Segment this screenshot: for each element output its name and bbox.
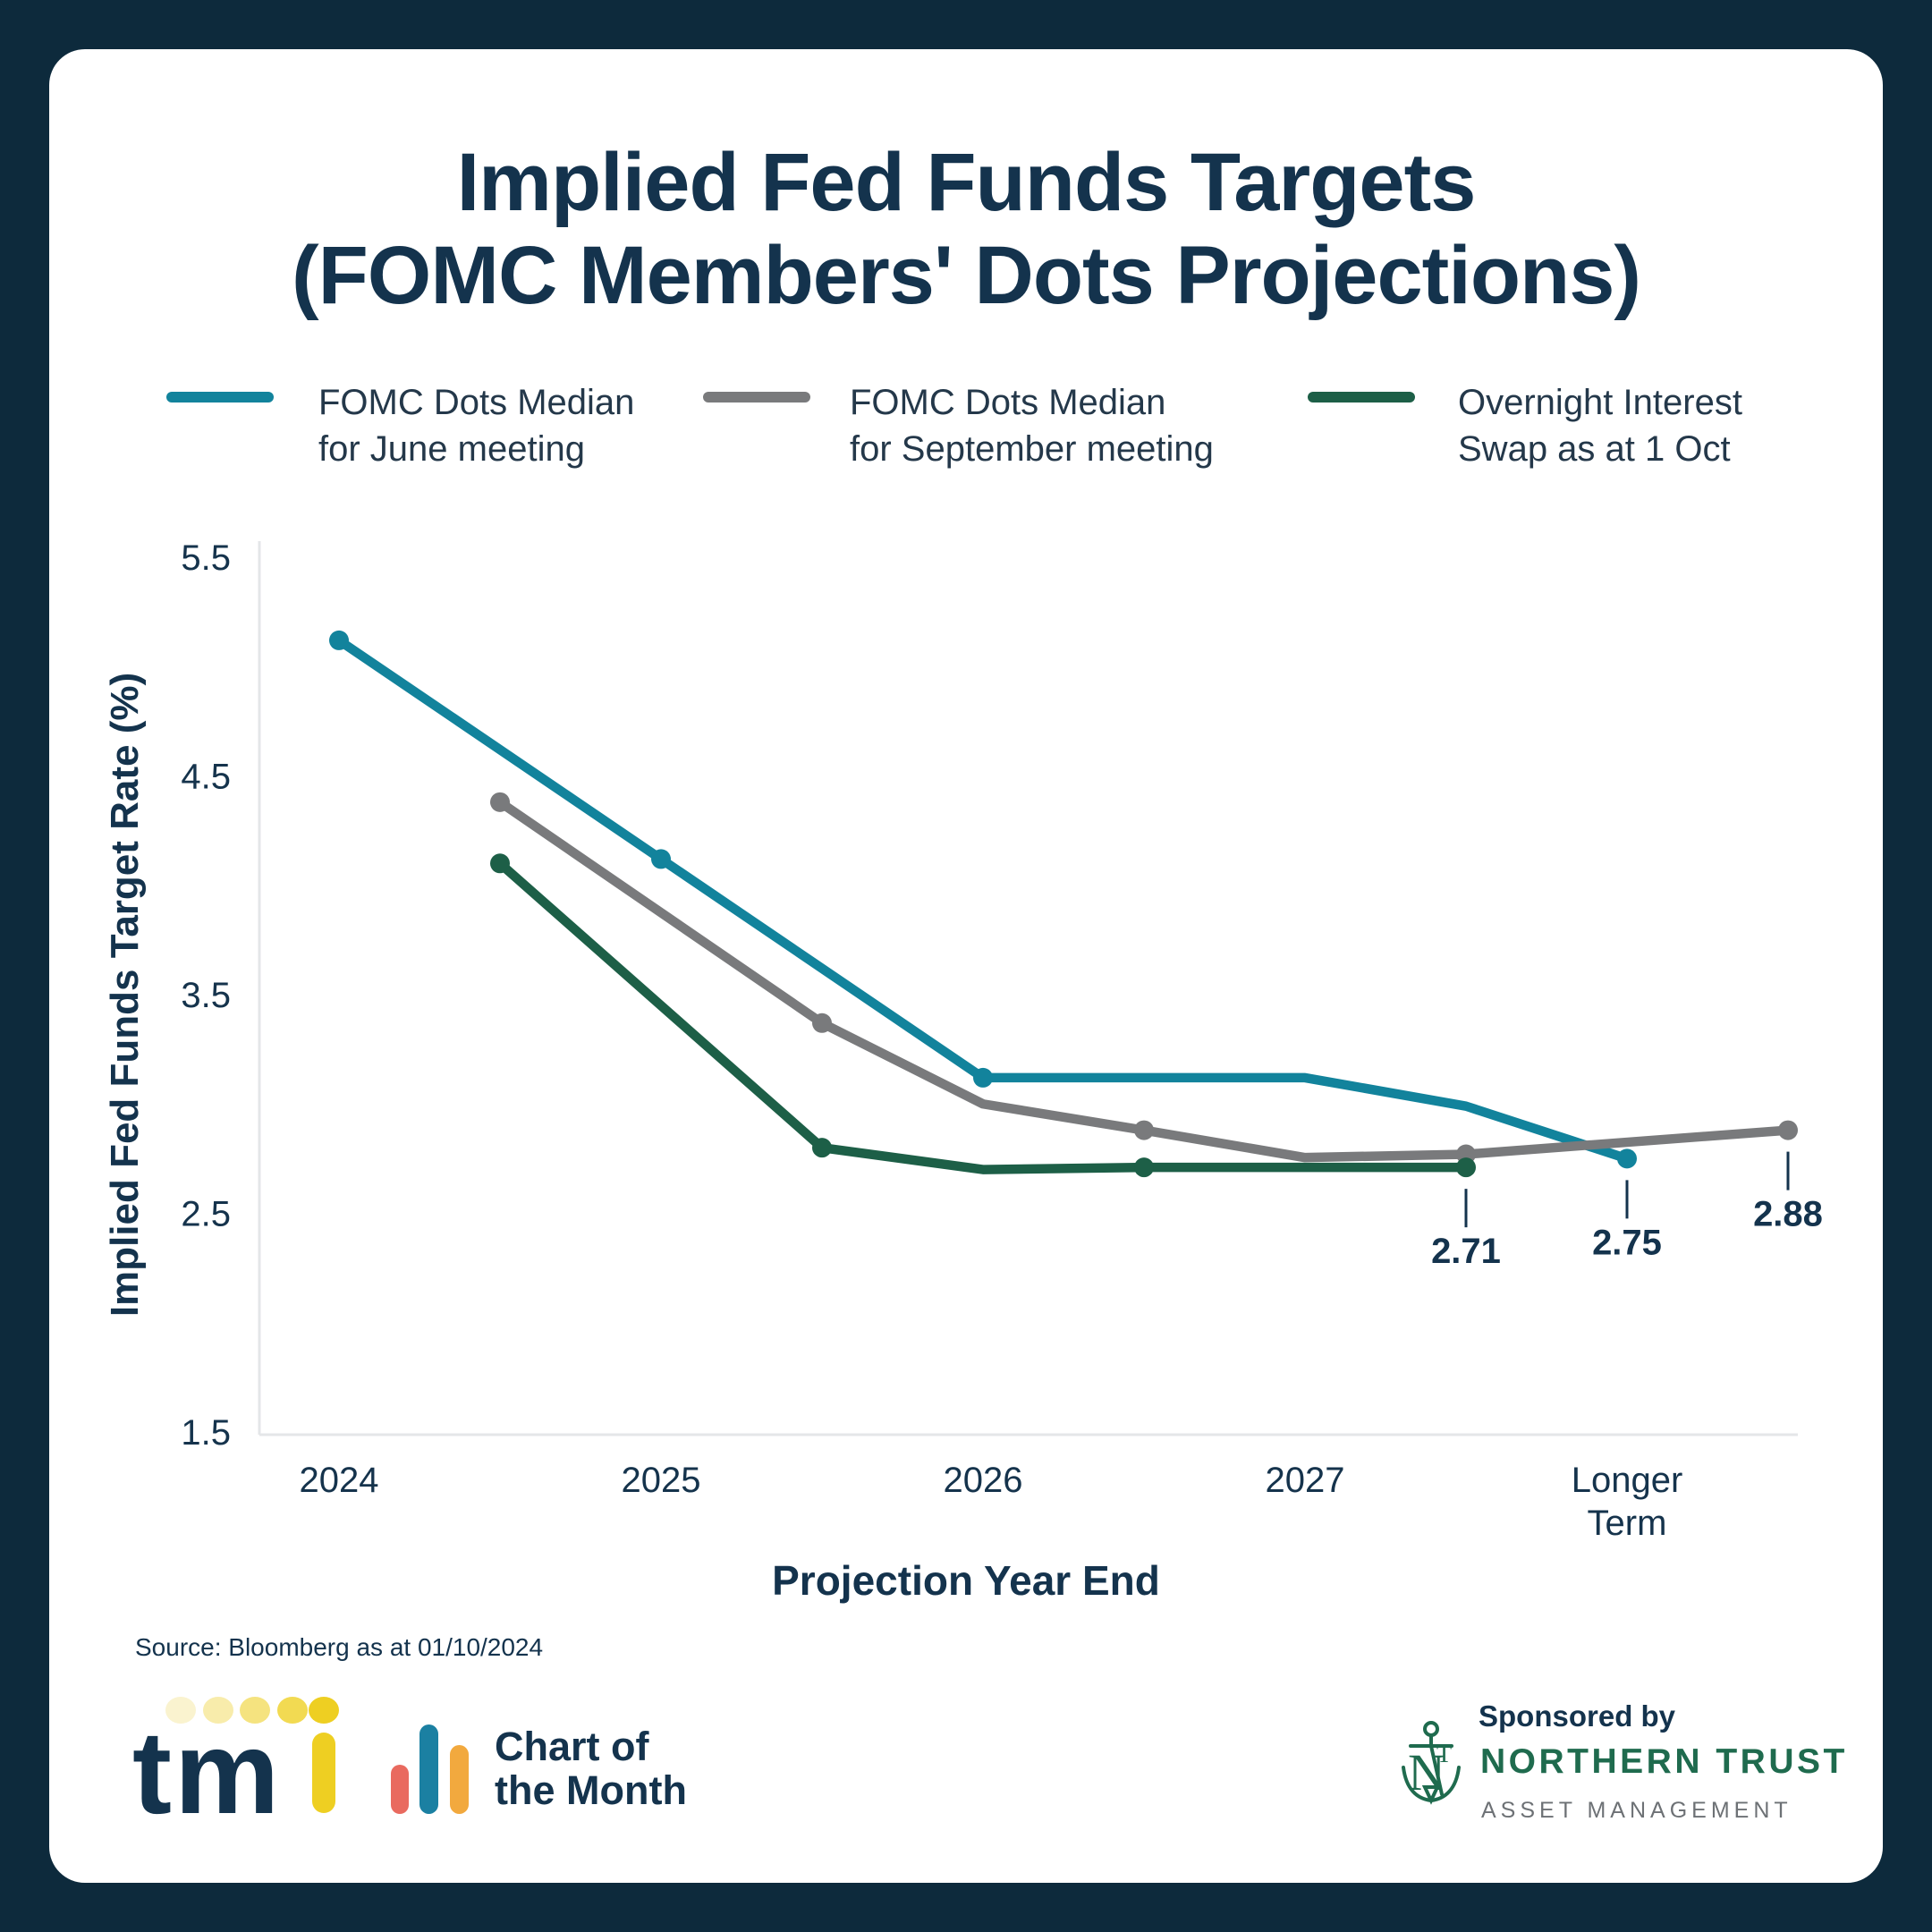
tmi-logo: tm (132, 1697, 339, 1820)
x-axis-title: Projection Year End (772, 1557, 1160, 1604)
x-tick-label: 2026 (944, 1461, 1023, 1500)
tmi-dot-3 (240, 1697, 270, 1724)
northern-trust-wordmark: NORTHERN TRUST (1480, 1742, 1848, 1781)
tmi-dot-2 (203, 1697, 233, 1724)
svg-text:T: T (1436, 1741, 1452, 1768)
x-tick-label: 2024 (300, 1461, 379, 1500)
series-dot-0 (973, 1067, 993, 1088)
series-dot-2 (1134, 1157, 1154, 1178)
series-dot-1 (490, 792, 510, 812)
x-tick-label: 2027 (1266, 1461, 1345, 1500)
series-dot-1 (812, 1013, 832, 1033)
series-dot-1 (1134, 1120, 1154, 1140)
svg-text:N: N (1408, 1743, 1445, 1801)
cotm-bar-red (391, 1765, 409, 1814)
annotation-label: 2.88 (1753, 1195, 1823, 1234)
series-dot-2 (1456, 1157, 1476, 1178)
tmi-letters-tm: tm (132, 1707, 282, 1820)
asset-management-label: ASSET MANAGEMENT (1481, 1798, 1792, 1823)
tmi-dot-1 (165, 1697, 196, 1724)
tmi-dot-4 (277, 1697, 308, 1724)
sponsored-by-label: Sponsored by (1479, 1699, 1676, 1733)
series-line-1 (495, 797, 1793, 1163)
page-title-line1: Implied Fed Funds Targets (456, 137, 1477, 228)
y-axis-title: Implied Fed Funds Target Rate (%) (103, 672, 147, 1318)
background-card (49, 49, 1883, 1883)
northern-trust-anchor-icon: N T (1402, 1721, 1461, 1805)
annotation-label: 2.75 (1592, 1223, 1662, 1262)
legend-label-ois: Overnight Interest Swap as at 1 Oct (1458, 383, 1742, 469)
x-tick-label: Term (1588, 1504, 1667, 1543)
page-title-line2: (FOMC Members' Dots Projections) (291, 230, 1641, 321)
y-tick-label: 4.5 (181, 758, 231, 797)
series-dot-0 (329, 630, 349, 650)
tmi-letter-i-stem (312, 1733, 335, 1813)
y-tick-label: 3.5 (181, 976, 231, 1015)
cotm-bar-blue (419, 1724, 438, 1814)
series-line-2 (495, 859, 1471, 1174)
tmi-dot-5 (309, 1697, 339, 1724)
y-tick-label: 2.5 (181, 1195, 231, 1234)
series-dot-1 (1778, 1120, 1798, 1140)
legend-swatch-september (703, 392, 810, 402)
legend-swatch-ois (1308, 392, 1415, 402)
series-line-0 (334, 635, 1632, 1164)
x-tick-label: Longer (1572, 1461, 1683, 1500)
series-dot-2 (812, 1138, 832, 1158)
legend-label-june: FOMC Dots Median for June meeting (318, 383, 635, 469)
cotm-bar-amber (450, 1745, 469, 1814)
source-note: Source: Bloomberg as at 01/10/2024 (135, 1633, 544, 1661)
y-tick-label: 5.5 (181, 538, 231, 578)
series-dot-0 (651, 849, 671, 869)
series-dot-0 (1617, 1148, 1637, 1169)
x-tick-label: 2025 (622, 1461, 701, 1500)
y-tick-label: 1.5 (181, 1413, 231, 1453)
legend-swatch-june (166, 392, 274, 402)
chart-of-month-wordmark: Chart of the Month (495, 1724, 687, 1813)
series-dot-2 (490, 853, 510, 874)
annotation-label: 2.71 (1431, 1232, 1501, 1271)
legend-label-september: FOMC Dots Median for September meeting (850, 383, 1214, 469)
